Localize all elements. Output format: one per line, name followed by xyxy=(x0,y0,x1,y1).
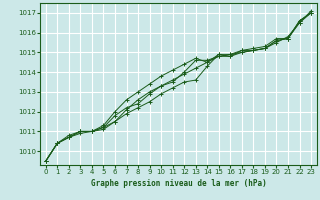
X-axis label: Graphe pression niveau de la mer (hPa): Graphe pression niveau de la mer (hPa) xyxy=(91,179,266,188)
